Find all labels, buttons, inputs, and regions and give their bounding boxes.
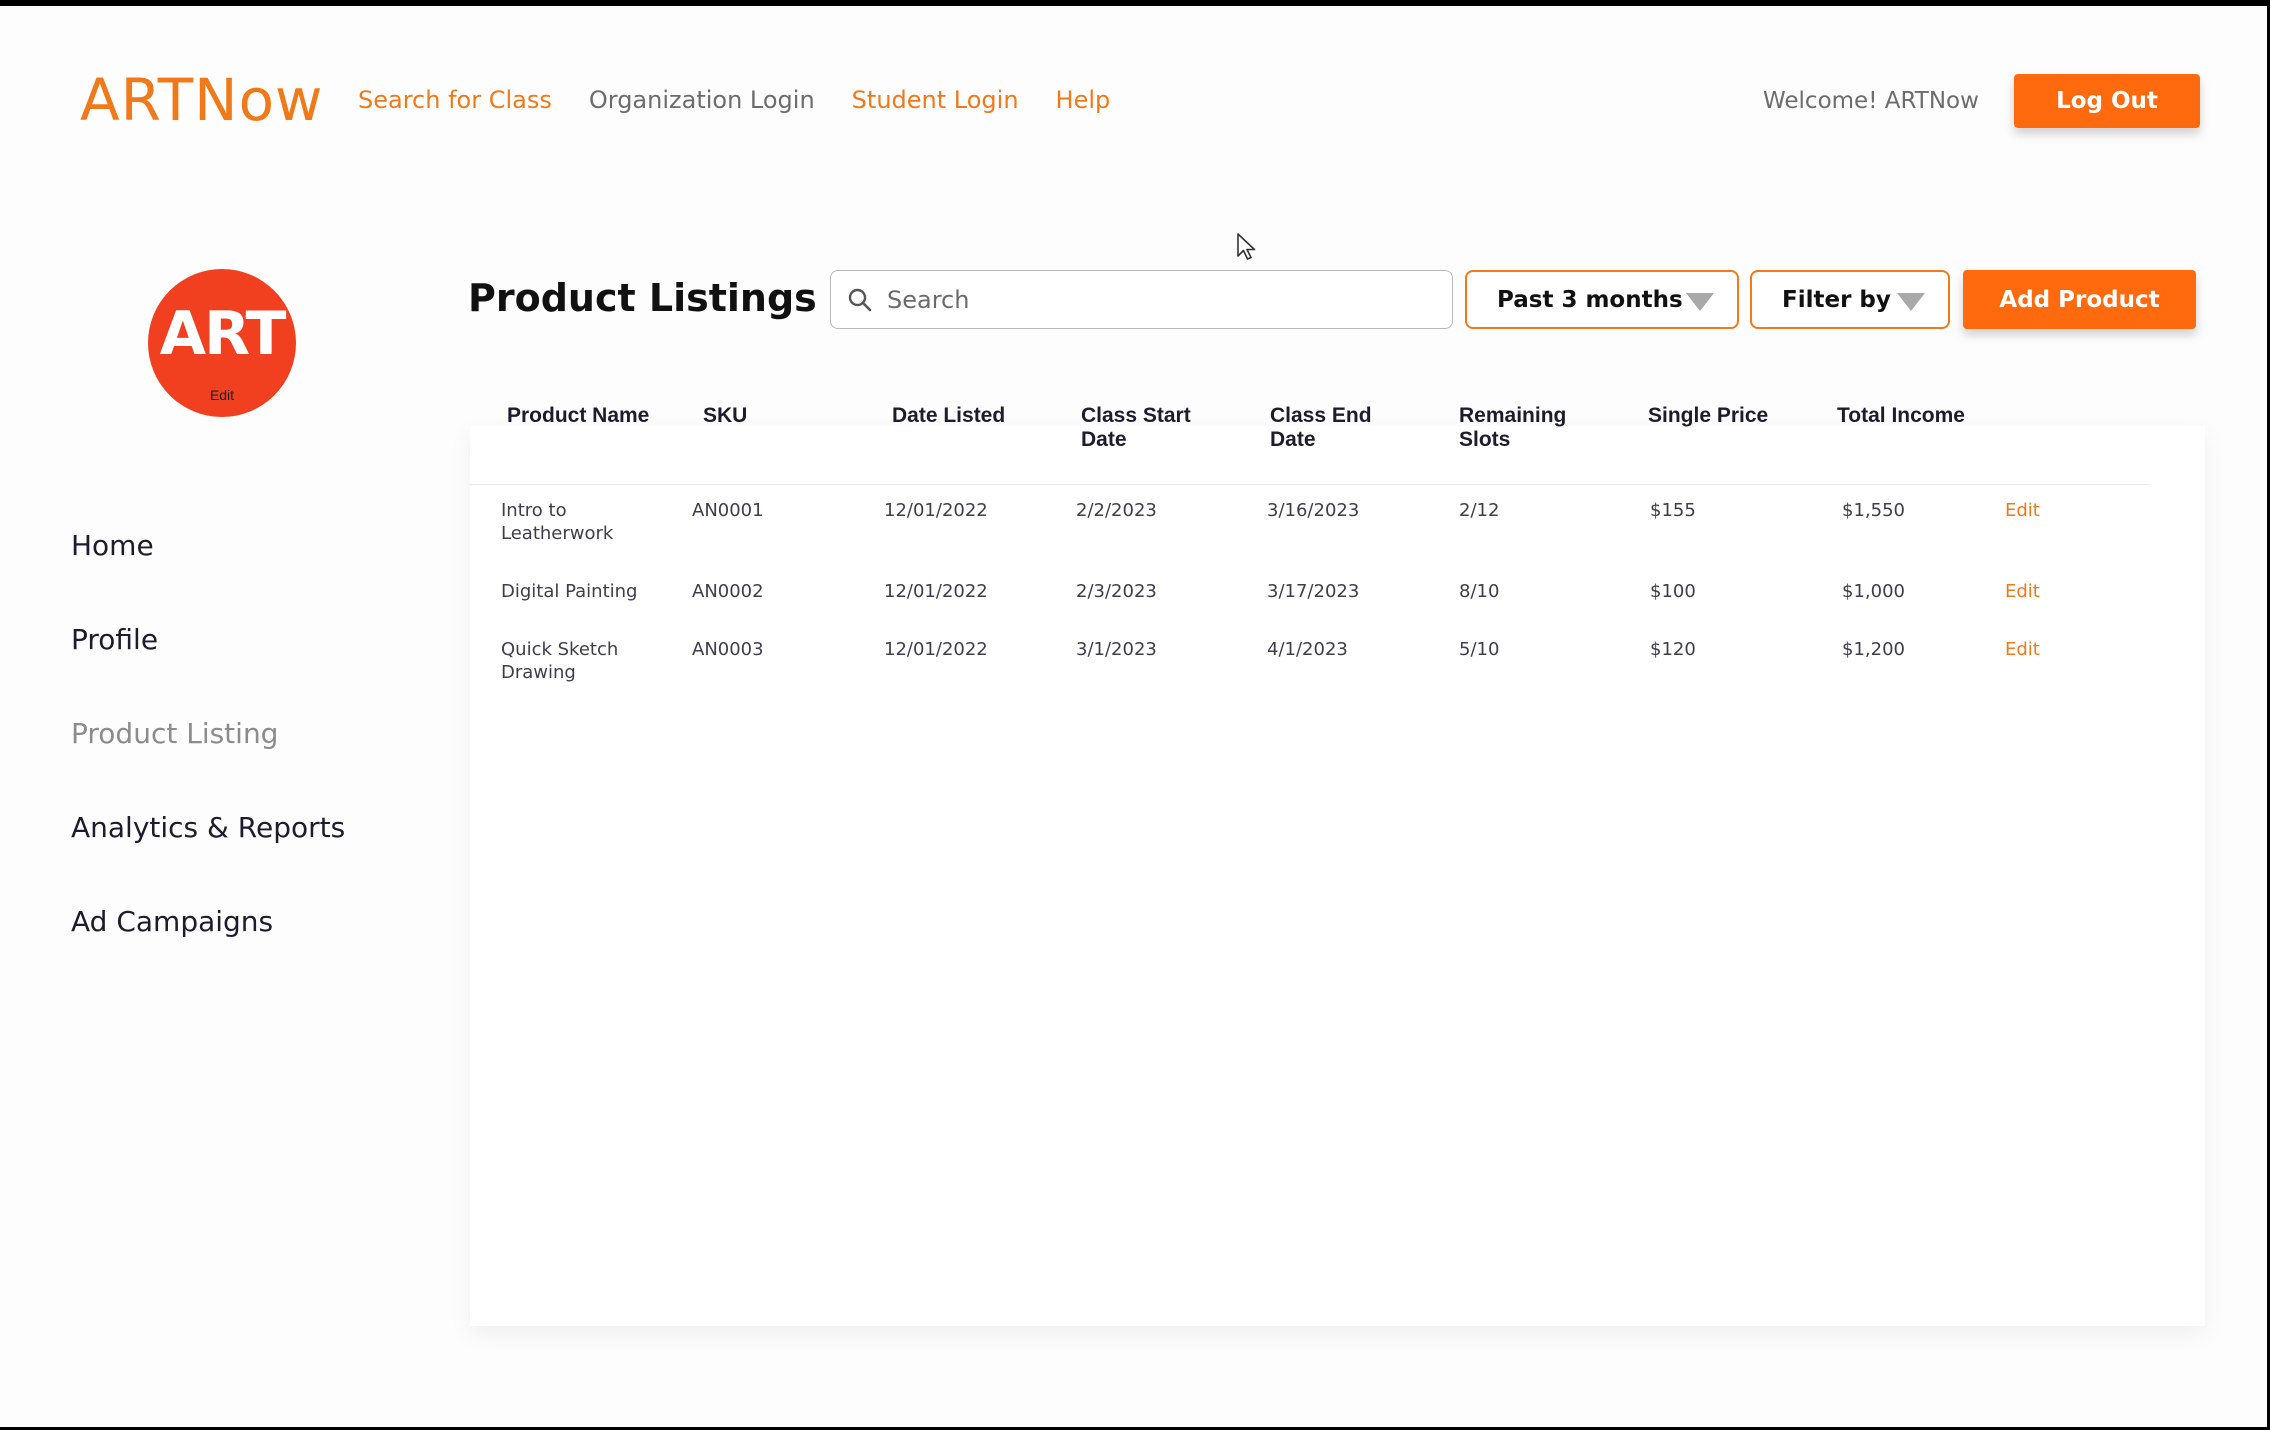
top-nav: Search for Class Organization Login Stud…: [358, 86, 1147, 114]
period-dropdown[interactable]: Past 3 months: [1465, 270, 1739, 329]
sidebar-nav: Home Profile Product Listing Analytics &…: [71, 528, 345, 998]
search-box[interactable]: [830, 270, 1453, 329]
search-icon: [848, 288, 872, 311]
cell-class-start: 3/1/2023: [1076, 639, 1157, 660]
cell-sku: AN0003: [692, 639, 764, 660]
cell-total-income: $1,000: [1842, 581, 1905, 602]
nav-organization-login[interactable]: Organization Login: [588, 86, 815, 114]
welcome-message: Welcome! ARTNow: [1763, 88, 1979, 114]
cell-class-end: 3/16/2023: [1267, 500, 1360, 521]
table-header-divider: [470, 484, 2150, 485]
cell-single-price: $155: [1650, 500, 1696, 521]
filter-dropdown-label: Filter by: [1782, 286, 1891, 313]
column-header-class-end-date: Class End Date: [1270, 404, 1372, 451]
column-header-product-name: Product Name: [507, 404, 650, 427]
cell-remaining-slots: 8/10: [1459, 581, 1500, 602]
artnow-logo[interactable]: ARTNow: [80, 66, 324, 134]
cell-product-name: Quick Sketch Drawing: [501, 639, 619, 683]
sidebar-item-home[interactable]: Home: [71, 529, 154, 562]
cell-total-income: $1,200: [1842, 639, 1905, 660]
cell-single-price: $120: [1650, 639, 1696, 660]
column-header-class-start-date: Class Start Date: [1081, 404, 1191, 451]
cell-date-listed: 12/01/2022: [884, 639, 988, 660]
sidebar-item-ad-campaigns[interactable]: Ad Campaigns: [71, 905, 274, 938]
cell-date-listed: 12/01/2022: [884, 500, 988, 521]
caret-down-icon: [1686, 293, 1714, 311]
cell-class-start: 2/2/2023: [1076, 500, 1157, 521]
column-header-date-listed: Date Listed: [892, 404, 1006, 427]
cell-class-end: 4/1/2023: [1267, 639, 1348, 660]
sidebar-item-analytics-reports[interactable]: Analytics & Reports: [71, 811, 346, 844]
filter-dropdown[interactable]: Filter by: [1750, 270, 1950, 329]
sidebar-item-profile[interactable]: Profile: [71, 623, 159, 656]
product-table-panel: [470, 426, 2205, 1326]
nav-student-login[interactable]: Student Login: [851, 86, 1019, 114]
column-header-single-price: Single Price: [1648, 404, 1769, 427]
cell-sku: AN0002: [692, 581, 764, 602]
edit-link[interactable]: Edit: [2005, 500, 2040, 521]
column-header-total-income: Total Income: [1837, 404, 1965, 427]
cell-class-start: 2/3/2023: [1076, 581, 1157, 602]
cell-remaining-slots: 5/10: [1459, 639, 1500, 660]
add-product-button[interactable]: Add Product: [1963, 270, 2196, 329]
mouse-cursor-icon: [1237, 233, 1256, 260]
log-out-button[interactable]: Log Out: [2014, 74, 2200, 128]
cell-date-listed: 12/01/2022: [884, 581, 988, 602]
cell-single-price: $100: [1650, 581, 1696, 602]
period-dropdown-label: Past 3 months: [1497, 286, 1683, 313]
edit-link[interactable]: Edit: [2005, 639, 2040, 660]
edit-link[interactable]: Edit: [2005, 581, 2040, 602]
cell-class-end: 3/17/2023: [1267, 581, 1360, 602]
cell-total-income: $1,550: [1842, 500, 1905, 521]
avatar-logo-text: ART: [159, 299, 287, 369]
column-header-sku: SKU: [703, 404, 748, 427]
cell-product-name: Digital Painting: [501, 581, 638, 602]
cell-sku: AN0001: [692, 500, 764, 521]
avatar[interactable]: ART Edit: [148, 269, 296, 417]
search-input[interactable]: [887, 285, 1427, 314]
cell-remaining-slots: 2/12: [1459, 500, 1500, 521]
sidebar-item-product-listing[interactable]: Product Listing: [71, 717, 279, 750]
cell-product-name: Intro to Leatherwork: [501, 500, 614, 544]
avatar-edit-link[interactable]: Edit: [209, 387, 235, 403]
caret-down-icon: [1897, 293, 1925, 311]
nav-help[interactable]: Help: [1055, 86, 1111, 114]
page-title: Product Listings: [468, 276, 817, 320]
nav-search-for-class[interactable]: Search for Class: [358, 86, 552, 114]
column-header-remaining-slots: Remaining Slots: [1459, 404, 1567, 451]
